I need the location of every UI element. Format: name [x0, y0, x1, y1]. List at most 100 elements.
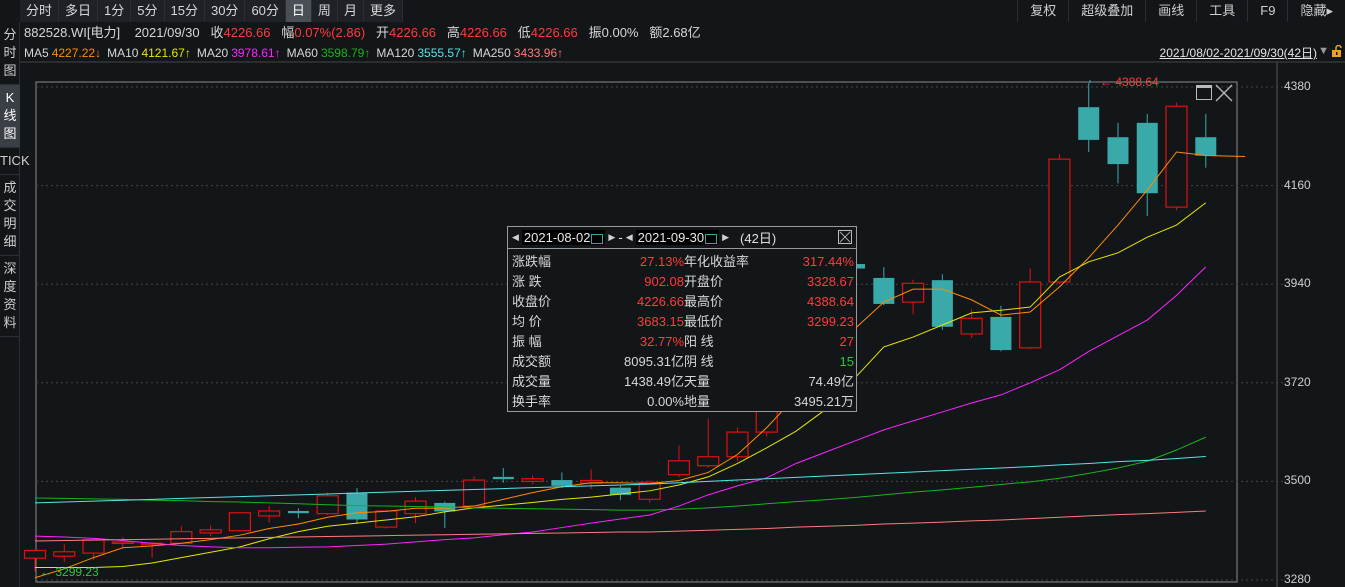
ma-line-ma60: [34, 436, 1207, 511]
stat-label: 振 幅: [512, 334, 542, 349]
y-tick-label: 3940: [1284, 276, 1311, 291]
stat-value: 74.49亿: [808, 374, 854, 389]
stat-label: 涨跌幅: [512, 254, 552, 269]
period-tab[interactable]: 日: [285, 0, 312, 22]
candle-body: [287, 510, 309, 514]
sidebar-tab[interactable]: 深度资料: [0, 256, 20, 337]
start-date: 2021-08-02: [523, 230, 591, 245]
sidebar-tab[interactable]: K线图: [0, 85, 20, 148]
candle-body: [228, 512, 251, 532]
tool-button[interactable]: 隐藏▸: [1287, 0, 1345, 22]
end-date: 2021-09-30: [637, 230, 705, 245]
stat-value: 1438.49亿: [624, 374, 684, 389]
candle-body: [960, 317, 983, 335]
sidebar-tab[interactable]: TICK: [0, 148, 30, 175]
period-tab[interactable]: 分时: [20, 0, 60, 22]
close-icon[interactable]: [1215, 84, 1233, 102]
ma-legend-name: MA250: [472, 46, 511, 60]
end-date-field[interactable]: 2021-09-30: [635, 230, 720, 245]
stat-label: 最高价: [684, 294, 724, 309]
date-range-link[interactable]: 2021/08/02-2021/09/30(42日): [1159, 46, 1317, 60]
tool-button[interactable]: F9: [1247, 0, 1288, 22]
candle-body: [551, 480, 573, 486]
dropdown-triangle-icon[interactable]: ▼: [1318, 45, 1329, 57]
tool-button[interactable]: 工具: [1196, 0, 1248, 22]
candle-body: [258, 510, 281, 517]
tool-button[interactable]: 超级叠加: [1068, 0, 1146, 22]
period-tab[interactable]: 周: [311, 0, 338, 22]
candle-body: [82, 539, 105, 554]
period-tab[interactable]: 5分: [131, 0, 165, 22]
ma-legend-name: MA10: [107, 46, 139, 60]
candle-body: [170, 530, 193, 544]
prev-end-icon[interactable]: ◀: [625, 232, 633, 242]
next-end-icon[interactable]: ▶: [722, 232, 730, 242]
candle-body: [1019, 281, 1042, 349]
stat-label: 换手率: [512, 394, 552, 409]
period-tab[interactable]: 月: [337, 0, 364, 22]
calendar-icon[interactable]: [591, 233, 604, 244]
unlock-icon[interactable]: [1332, 45, 1343, 57]
period-tab[interactable]: 60分: [245, 0, 286, 22]
period-tab[interactable]: 更多: [363, 0, 403, 22]
ma-legend-value: 4121.67↑: [141, 46, 191, 60]
next-start-icon[interactable]: ▶: [608, 232, 616, 242]
stat-label: 成交额: [512, 354, 552, 369]
close-label: 收: [210, 25, 224, 40]
quote-date: 2021/09/30: [134, 25, 200, 40]
tool-button[interactable]: 复权: [1017, 0, 1069, 22]
start-date-field[interactable]: 2021-08-02: [521, 230, 606, 245]
sidebar-tab[interactable]: 分时图: [0, 22, 20, 85]
tool-toolbar: 复权 超级叠加 画线 工具 F9 隐藏▸: [1017, 0, 1345, 22]
ma-line-ma10: [35, 202, 1207, 568]
period-tab[interactable]: 15分: [164, 0, 205, 22]
calendar-icon[interactable]: [705, 233, 718, 244]
amount-label: 额: [649, 25, 663, 40]
y-tick-label: 4160: [1284, 177, 1311, 192]
candle-body: [873, 277, 895, 304]
change-value: 0.07%(2.86): [294, 25, 366, 40]
stat-label: 年化收益率: [684, 254, 750, 269]
period-tab[interactable]: 1分: [98, 0, 132, 22]
period-tab[interactable]: 30分: [204, 0, 246, 22]
stat-label: 最低价: [684, 314, 724, 329]
interval-date-selector: ◀ 2021-08-02 ▶ - ◀ 2021-09-30 ▶ (42日): [508, 227, 856, 249]
ma-legend-value: 3978.61↑: [231, 46, 281, 60]
ma-legend: MA5 4227.22↓ MA10 4121.67↑ MA20 3978.61↑ MA60 3…: [24, 45, 563, 61]
y-tick-label: 3280: [1284, 572, 1311, 586]
stat-label: 天量: [684, 374, 711, 389]
candle-body: [1136, 122, 1158, 194]
tool-button[interactable]: 画线: [1145, 0, 1197, 22]
stat-value: 902.08: [644, 274, 684, 289]
stat-value: 4226.66: [637, 294, 684, 309]
low-label: 低: [517, 25, 531, 40]
sidebar-tab[interactable]: 成交明细: [0, 175, 20, 256]
stat-label: 收盘价: [512, 294, 552, 309]
high-marker-value: 4388.64: [1115, 75, 1159, 89]
date-separator: -: [618, 230, 623, 245]
stat-label: 均 价: [512, 314, 542, 329]
interval-days: (42日): [740, 231, 777, 246]
change-label: 幅: [281, 25, 295, 40]
period-tab[interactable]: 多日: [59, 0, 99, 22]
ma5-tail: [1205, 154, 1246, 157]
stat-value: 32.77%: [639, 334, 684, 349]
close-icon[interactable]: [838, 230, 852, 244]
stat-value: 27.13%: [639, 254, 684, 269]
stat-label: 涨 跌: [512, 274, 542, 289]
high-value: 4226.66: [459, 25, 507, 40]
security-code: 882528.WI[电力]: [24, 25, 121, 40]
stat-value: 3495.21万: [794, 394, 854, 409]
window-icon[interactable]: [1196, 85, 1212, 100]
candle-body: [492, 476, 514, 480]
ma-legend-name: MA5: [24, 46, 49, 60]
prev-start-icon[interactable]: ◀: [512, 232, 519, 242]
ma-line-ma250: [34, 510, 1206, 542]
candle-body: [111, 541, 134, 545]
y-tick-label: 3720: [1284, 374, 1311, 389]
close-value: 4226.66: [223, 25, 271, 40]
low-marker: ← 3299.23: [40, 565, 99, 579]
candle-body: [1107, 137, 1129, 165]
quote-info-bar: 882528.WI[电力] 2021/09/30 收4226.66 幅0.07%…: [24, 23, 701, 43]
stat-value: 4388.64: [807, 294, 854, 309]
